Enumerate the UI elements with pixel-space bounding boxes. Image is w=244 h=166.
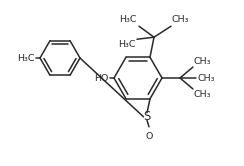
Text: CH₃: CH₃ [194,57,212,66]
Text: O: O [145,132,153,141]
Text: CH₃: CH₃ [197,74,214,83]
Text: S: S [143,110,151,123]
Text: H₃C: H₃C [119,40,136,49]
Text: CH₃: CH₃ [194,90,212,99]
Text: H₃C: H₃C [120,15,137,24]
Text: CH₃: CH₃ [172,15,190,24]
Text: HO: HO [94,74,108,83]
Text: H₃C: H₃C [18,53,35,63]
